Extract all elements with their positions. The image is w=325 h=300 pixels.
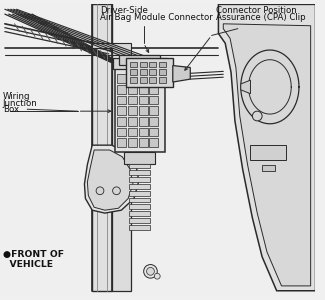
Polygon shape — [223, 24, 311, 286]
Circle shape — [144, 265, 157, 278]
Polygon shape — [84, 145, 139, 213]
Bar — [128, 128, 137, 136]
Polygon shape — [129, 164, 150, 168]
Polygon shape — [112, 58, 167, 69]
Bar — [150, 128, 158, 136]
Bar — [139, 128, 148, 136]
Polygon shape — [241, 80, 251, 94]
Text: Wiring: Wiring — [3, 92, 31, 101]
Bar — [140, 62, 147, 68]
Polygon shape — [87, 150, 133, 210]
Circle shape — [96, 187, 104, 195]
Text: Assurance (CPA) Clip: Assurance (CPA) Clip — [215, 13, 305, 22]
Bar — [150, 62, 156, 68]
Bar — [117, 138, 126, 147]
Polygon shape — [173, 65, 190, 82]
Bar — [150, 96, 158, 104]
Bar — [139, 106, 148, 115]
Circle shape — [112, 187, 120, 195]
Bar — [139, 96, 148, 104]
Text: Driver-Side: Driver-Side — [100, 6, 148, 15]
Text: ●FRONT OF
  VEHICLE: ●FRONT OF VEHICLE — [3, 250, 64, 269]
Bar — [117, 85, 126, 94]
Polygon shape — [251, 145, 286, 160]
Bar — [159, 69, 166, 75]
Bar — [140, 77, 147, 83]
Bar — [117, 117, 126, 126]
Bar — [150, 69, 156, 75]
Circle shape — [147, 268, 154, 275]
Polygon shape — [129, 204, 150, 209]
Bar — [117, 106, 126, 115]
Polygon shape — [129, 218, 150, 223]
Polygon shape — [119, 55, 160, 64]
Text: Junction: Junction — [3, 98, 38, 107]
Polygon shape — [129, 191, 150, 196]
Bar — [150, 138, 158, 147]
Bar — [139, 117, 148, 126]
Circle shape — [154, 273, 160, 279]
Bar — [150, 77, 156, 83]
Bar — [150, 74, 158, 83]
Bar — [117, 74, 126, 83]
Circle shape — [253, 111, 262, 121]
Bar — [159, 77, 166, 83]
Polygon shape — [92, 43, 131, 55]
Polygon shape — [129, 177, 150, 182]
Polygon shape — [124, 152, 155, 164]
Bar — [140, 69, 147, 75]
Bar — [117, 96, 126, 104]
Bar — [130, 77, 137, 83]
Bar — [128, 106, 137, 115]
Bar — [150, 85, 158, 94]
Text: Connector Position: Connector Position — [215, 6, 296, 15]
Bar — [128, 74, 137, 83]
Bar — [139, 138, 148, 147]
Bar — [128, 138, 137, 147]
Polygon shape — [129, 170, 150, 175]
Polygon shape — [129, 198, 150, 203]
Bar — [130, 69, 137, 75]
Bar — [128, 117, 137, 126]
Polygon shape — [218, 4, 316, 291]
Bar — [128, 85, 137, 94]
Bar — [117, 128, 126, 136]
Bar — [128, 96, 137, 104]
Polygon shape — [92, 4, 112, 291]
Polygon shape — [126, 58, 173, 87]
Polygon shape — [129, 225, 150, 230]
Text: Box: Box — [3, 105, 19, 114]
Bar — [159, 62, 166, 68]
Polygon shape — [129, 211, 150, 216]
Polygon shape — [129, 184, 150, 189]
Polygon shape — [262, 165, 275, 171]
Bar — [150, 117, 158, 126]
Text: Air Bag Module Connector: Air Bag Module Connector — [100, 13, 213, 22]
Polygon shape — [114, 69, 165, 152]
Bar — [150, 106, 158, 115]
Bar — [139, 85, 148, 94]
Bar — [139, 74, 148, 83]
Bar — [130, 62, 137, 68]
Polygon shape — [112, 152, 131, 291]
